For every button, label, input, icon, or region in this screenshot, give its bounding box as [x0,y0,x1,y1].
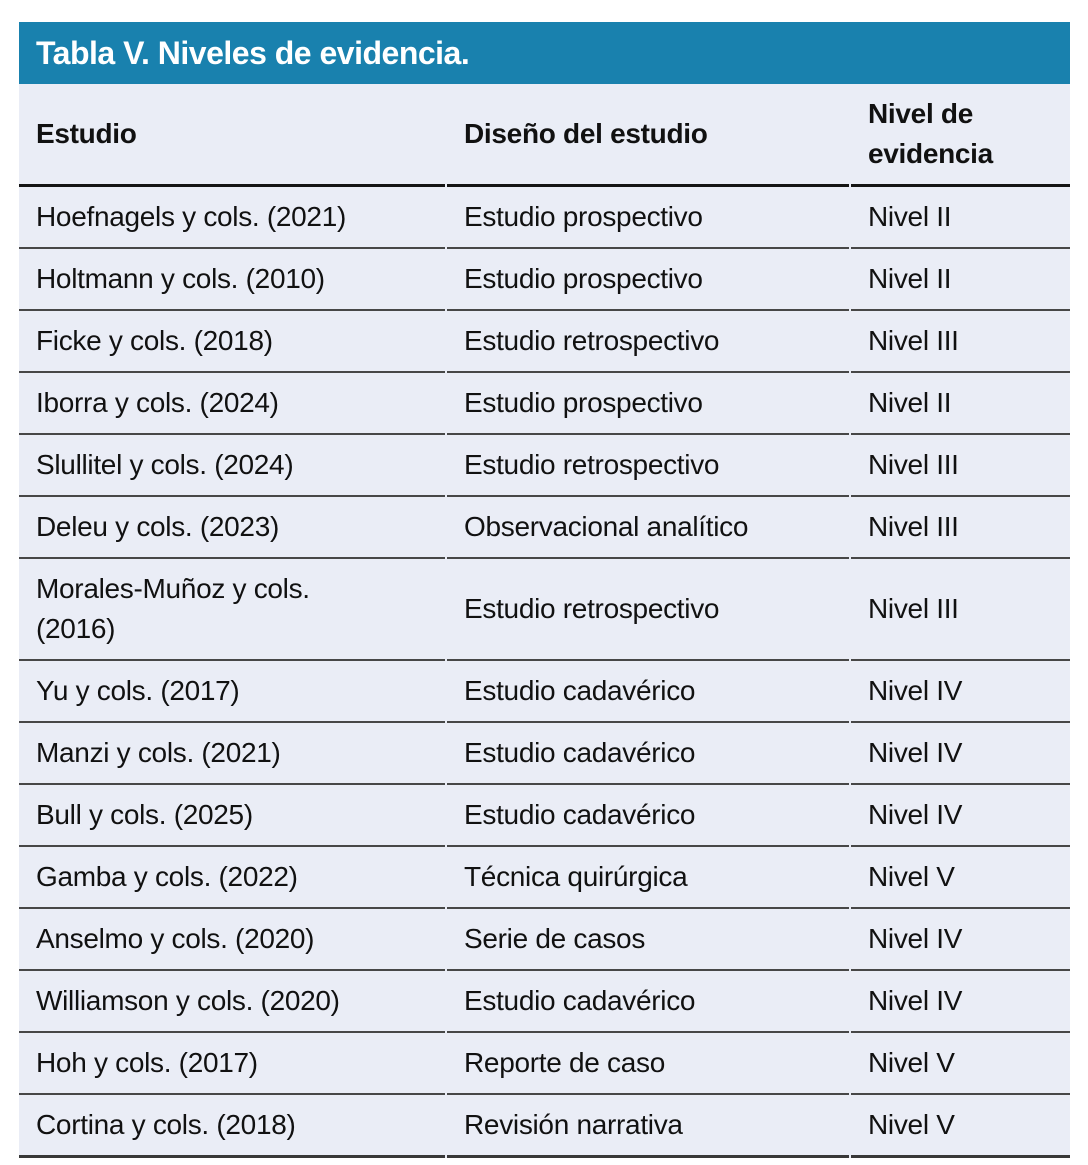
level-cell: Nivel III [851,497,1070,559]
level-cell: Nivel IV [851,785,1070,847]
design-cell: Serie de casos [447,909,849,971]
table-row: Williamson y cols. (2020) Estudio cadavé… [19,971,1070,1033]
study-cell: Hoh y cols. (2017) [19,1033,445,1095]
design-cell: Reporte de caso [447,1033,849,1095]
level-cell: Nivel V [851,1033,1070,1095]
design-cell: Estudio cadavérico [447,661,849,723]
table-grid: Estudio Diseño del estudio Nivel de evid… [19,84,1070,1158]
design-cell: Observacional analítico [447,497,849,559]
study-cell: Holtmann y cols. (2010) [19,249,445,311]
table-title: Tabla V. Niveles de evidencia. [36,34,470,71]
level-cell: Nivel V [851,847,1070,909]
study-cell: Ficke y cols. (2018) [19,311,445,373]
design-cell: Estudio retrospectivo [447,311,849,373]
table-row: Hoefnagels y cols. (2021) Estudio prospe… [19,187,1070,249]
column-header-level: Nivel de evidencia [851,84,1070,187]
study-cell: Slullitel y cols. (2024) [19,435,445,497]
table-row: Anselmo y cols. (2020) Serie de casos Ni… [19,909,1070,971]
table-row: Gamba y cols. (2022) Técnica quirúrgica … [19,847,1070,909]
study-cell: Gamba y cols. (2022) [19,847,445,909]
level-cell: Nivel IV [851,723,1070,785]
column-header-design: Diseño del estudio [447,84,849,187]
design-cell: Estudio cadavérico [447,785,849,847]
level-cell: Nivel IV [851,661,1070,723]
study-cell: Bull y cols. (2025) [19,785,445,847]
study-cell: Hoefnagels y cols. (2021) [19,187,445,249]
table-header-row: Estudio Diseño del estudio Nivel de evid… [19,84,1070,187]
table-row: Holtmann y cols. (2010) Estudio prospect… [19,249,1070,311]
level-cell: Nivel III [851,435,1070,497]
table-row: Manzi y cols. (2021) Estudio cadavérico … [19,723,1070,785]
design-cell: Revisión narrativa [447,1095,849,1158]
level-cell: Nivel IV [851,909,1070,971]
design-cell: Estudio cadavérico [447,971,849,1033]
level-cell: Nivel V [851,1095,1070,1158]
table-row: Yu y cols. (2017) Estudio cadavérico Niv… [19,661,1070,723]
level-cell: Nivel IV [851,971,1070,1033]
design-cell: Estudio prospectivo [447,249,849,311]
level-cell: Nivel II [851,373,1070,435]
level-cell: Nivel III [851,311,1070,373]
design-cell: Estudio retrospectivo [447,435,849,497]
table-row: Ficke y cols. (2018) Estudio retrospecti… [19,311,1070,373]
study-cell: Iborra y cols. (2024) [19,373,445,435]
design-cell: Estudio prospectivo [447,373,849,435]
study-cell: Manzi y cols. (2021) [19,723,445,785]
table-row: Deleu y cols. (2023) Observacional analí… [19,497,1070,559]
design-cell: Estudio prospectivo [447,187,849,249]
table-row: Morales-Muñoz y cols. (2016) Estudio ret… [19,559,1070,661]
column-header-study: Estudio [19,84,445,187]
table-title-bar: Tabla V. Niveles de evidencia. [19,22,1070,84]
table-row: Hoh y cols. (2017) Reporte de caso Nivel… [19,1033,1070,1095]
study-cell: Morales-Muñoz y cols. (2016) [19,559,445,661]
study-cell: Anselmo y cols. (2020) [19,909,445,971]
level-cell: Nivel II [851,187,1070,249]
design-cell: Estudio retrospectivo [447,559,849,661]
level-cell: Nivel II [851,249,1070,311]
evidence-table: Tabla V. Niveles de evidencia. Estudio D… [19,22,1070,1158]
table-row: Cortina y cols. (2018) Revisión narrativ… [19,1095,1070,1158]
table-row: Bull y cols. (2025) Estudio cadavérico N… [19,785,1070,847]
study-cell: Deleu y cols. (2023) [19,497,445,559]
table-row: Iborra y cols. (2024) Estudio prospectiv… [19,373,1070,435]
design-cell: Técnica quirúrgica [447,847,849,909]
level-cell: Nivel III [851,559,1070,661]
table-body: Hoefnagels y cols. (2021) Estudio prospe… [19,187,1070,1158]
study-cell: Cortina y cols. (2018) [19,1095,445,1158]
study-cell: Yu y cols. (2017) [19,661,445,723]
table-row: Slullitel y cols. (2024) Estudio retrosp… [19,435,1070,497]
study-cell: Williamson y cols. (2020) [19,971,445,1033]
design-cell: Estudio cadavérico [447,723,849,785]
